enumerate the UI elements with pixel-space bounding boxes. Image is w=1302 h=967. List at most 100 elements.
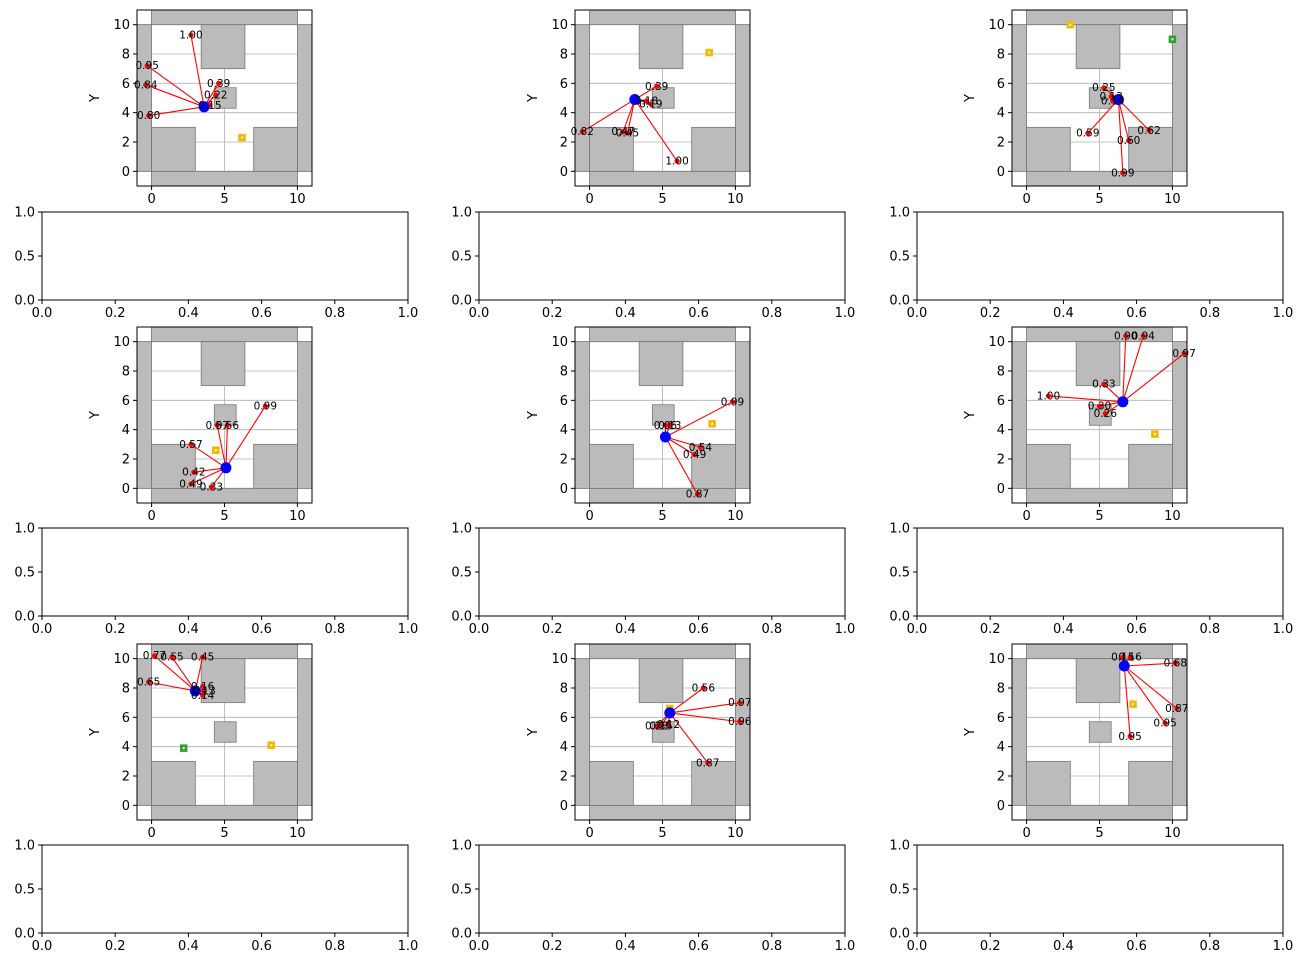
obstacle <box>574 24 590 172</box>
y-tick-label: 4 <box>997 740 1005 755</box>
x-tick-label: 0.2 <box>980 306 1001 321</box>
obstacle <box>253 760 298 806</box>
ray-endpoint <box>216 80 222 86</box>
obstacle <box>297 658 313 806</box>
y-tick-label: 10 <box>113 652 130 667</box>
y-tick-label: 10 <box>551 18 568 33</box>
x-tick-label: 0.8 <box>761 939 782 954</box>
ray-endpoint <box>1120 654 1126 660</box>
ray-endpoint <box>188 32 194 38</box>
x-tick-label: 0.0 <box>907 622 928 637</box>
x-tick-label: 0.4 <box>615 939 636 954</box>
y-tick-label: 0.5 <box>889 566 910 581</box>
x-tick-label: 10 <box>727 192 744 207</box>
obstacle <box>136 341 152 489</box>
obstacle <box>297 24 313 172</box>
obstacle <box>638 658 684 704</box>
robot-marker <box>220 462 232 474</box>
ray-distance-label: 0.59 <box>1076 128 1099 140</box>
x-tick-label: 1.0 <box>835 622 856 637</box>
obstacle <box>1011 24 1027 172</box>
x-tick-label: 5 <box>1095 509 1103 524</box>
y-tick-label: 0 <box>560 799 568 814</box>
ray-line <box>146 65 205 108</box>
ray-line <box>1118 99 1150 131</box>
robot-marker <box>1112 93 1124 105</box>
axes-frame <box>478 211 846 301</box>
ray-distance-label: 0.19 <box>639 98 662 110</box>
y-axis-label: Y <box>88 94 103 103</box>
x-tick-label: 0.2 <box>105 622 126 637</box>
ray-distance-label: 0.99 <box>254 401 277 413</box>
x-tick-label: 0.2 <box>542 622 563 637</box>
target-marker-center <box>708 51 711 54</box>
x-tick-label: 0.8 <box>1199 622 1220 637</box>
obstacle <box>589 9 736 26</box>
ray-line <box>622 99 636 132</box>
x-tick-label: 5 <box>220 826 228 841</box>
ray-line <box>225 425 228 468</box>
y-tick-label: 1.0 <box>451 839 472 854</box>
y-tick-label: 2 <box>997 770 1005 785</box>
y-tick-label: 0 <box>122 799 130 814</box>
y-axis-label: Y <box>88 411 103 420</box>
ray-line <box>665 436 701 448</box>
ray-line <box>669 712 709 764</box>
x-tick-label: 5 <box>1095 192 1103 207</box>
ray-line <box>1123 665 1166 724</box>
axes-frame <box>916 211 1284 301</box>
ray-distance-label: 0.22 <box>204 90 227 102</box>
y-tick-label: 0.5 <box>889 250 910 265</box>
x-tick-label: 0.0 <box>907 306 928 321</box>
target-marker-center <box>1153 433 1156 436</box>
map-plot-9: 0.150.16 0.68 0.87 0.95 0.95 0 5 10 0 2 4 6 8 10 Y <box>963 643 1188 841</box>
y-tick-label: 2 <box>560 770 568 785</box>
x-tick-label: 0.8 <box>761 622 782 637</box>
ray-distance-label: 1.00 <box>665 156 688 168</box>
x-tick-label: 10 <box>289 192 306 207</box>
ray-distance-label: 0.30 <box>1088 401 1111 413</box>
ray-endpoint <box>579 129 585 135</box>
y-tick-label: 10 <box>551 335 568 350</box>
y-tick-label: 8 <box>122 365 130 380</box>
obstacle <box>297 341 313 489</box>
obstacle <box>589 487 736 504</box>
obstacle <box>638 24 684 70</box>
y-tick-label: 1.0 <box>14 839 35 854</box>
ray-line <box>1122 335 1127 402</box>
x-tick-label: 0 <box>1022 509 1030 524</box>
ray-distance-label: 0.95 <box>136 60 159 72</box>
obstacle <box>735 341 751 489</box>
ray-endpoint <box>146 113 152 119</box>
y-tick-label: 8 <box>122 682 130 697</box>
map-plot-8: 0.56 0.97 0.96 0.280.150.12 0.87 0 5 10 0 2 4 6 8 10 Y <box>526 643 752 841</box>
x-tick-label: 1.0 <box>835 939 856 954</box>
target-marker-center <box>241 136 243 139</box>
ray-distance-label: 0.45 <box>616 128 639 140</box>
ray-endpoint <box>1126 137 1132 144</box>
ray-endpoint <box>262 403 268 409</box>
x-tick-label: 0.4 <box>178 939 199 954</box>
y-tick-label: 6 <box>122 77 130 92</box>
x-tick-label: 0.8 <box>1199 939 1220 954</box>
ray-endpoint <box>697 444 704 450</box>
ray-line <box>190 467 227 485</box>
obstacle <box>589 170 736 187</box>
x-tick-label: 0.4 <box>1053 306 1074 321</box>
ray-endpoint <box>1181 350 1187 356</box>
obstacle <box>151 487 298 504</box>
ray-endpoint <box>1123 333 1129 339</box>
x-tick-label: 0.4 <box>178 306 199 321</box>
y-tick-label: 0.0 <box>451 610 472 625</box>
robot-marker <box>189 685 201 697</box>
obstacle <box>1128 126 1173 172</box>
ray-endpoint <box>191 469 197 475</box>
y-tick-label: 0.0 <box>451 927 472 942</box>
ray-distance-label: 0.14 <box>1101 95 1125 107</box>
obstacle <box>1011 341 1027 489</box>
ray-distance-label: 0.56 <box>216 420 240 432</box>
obstacle <box>691 760 736 806</box>
empty-axes-7: 0.0 0.2 0.4 0.6 0.8 1.0 0.0 0.5 1.0 <box>14 839 418 955</box>
ray-endpoint <box>1101 85 1107 91</box>
y-tick-label: 2 <box>997 136 1005 151</box>
